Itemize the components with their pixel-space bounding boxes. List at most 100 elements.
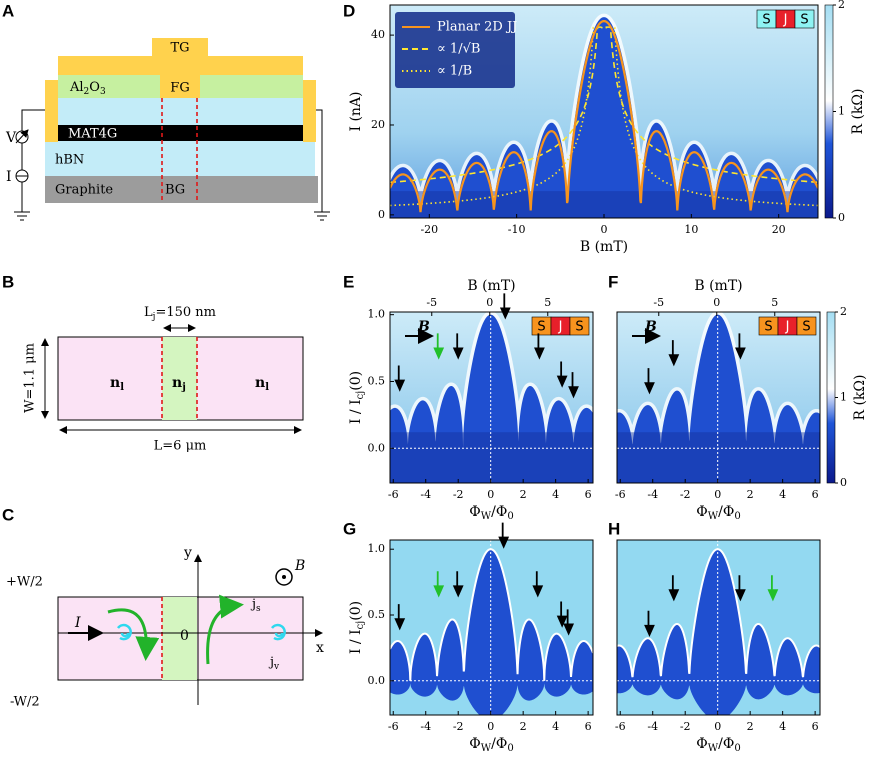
text-part: 0 xyxy=(734,743,740,754)
annotation-arrow xyxy=(433,571,445,598)
colorbar-tick-label: 2 xyxy=(838,0,845,11)
text-part: W xyxy=(481,743,492,754)
x-tick-label: 2 xyxy=(520,720,527,733)
layer-label: hBN xyxy=(55,153,84,168)
junction-length-label: Lj=150 nm xyxy=(144,305,216,322)
simulation-edge xyxy=(390,548,593,681)
text-part: s xyxy=(256,604,261,614)
annotation-arrow xyxy=(394,604,406,631)
x-tick-label: -2 xyxy=(680,720,691,733)
vortex xyxy=(116,623,132,641)
simulation-lobes xyxy=(617,549,820,715)
x-tick-label: 2 xyxy=(747,720,754,733)
x-tick-label: 6 xyxy=(585,720,592,733)
junction-badge-text: S xyxy=(800,13,808,28)
plot-h: -6 -4 -2 0 2 4 6ΦW/Φ0 xyxy=(615,539,821,754)
text-part: I / I xyxy=(348,399,364,424)
annotation-arrow xyxy=(735,575,746,602)
panel-label: A xyxy=(2,1,14,20)
legend-label: ∝ 1/√B xyxy=(437,42,480,57)
panel-label: B xyxy=(2,272,14,291)
current-density-label: js xyxy=(250,597,261,614)
y-axis-label: I / Icj(0) xyxy=(348,601,366,654)
colorbar-label: R (kΩ) xyxy=(852,374,868,420)
x-tick-label: 6 xyxy=(812,720,819,733)
supercurrent-path xyxy=(206,594,244,665)
text-part: l xyxy=(120,382,124,393)
colorbar-tick-label: 0 xyxy=(840,476,847,489)
heatmap-superconducting xyxy=(390,17,818,218)
layer-label: Graphite xyxy=(55,183,113,198)
text-part: j xyxy=(181,382,186,393)
top-tick-label: 5 xyxy=(771,296,778,309)
panel-label: H xyxy=(608,519,620,538)
y-tick-label: 20 xyxy=(371,118,385,131)
annotation-arrow xyxy=(556,361,568,388)
annotation-arrow xyxy=(568,372,579,399)
text-part: cj xyxy=(355,391,366,400)
legend-box xyxy=(395,12,515,88)
y-tick-label: 0 xyxy=(378,208,385,221)
colorbar-tick-label: 2 xyxy=(840,305,847,318)
edge-label: +W/2 xyxy=(6,575,43,590)
hbn-layer xyxy=(45,141,315,176)
edge-label: -W/2 xyxy=(10,695,40,710)
plot-g: -6 -4 -2 0 2 4 60.00.51.0ΦW/Φ0I / Icj(0) xyxy=(348,522,594,754)
origin-label: 0 xyxy=(180,628,189,644)
layer-label: FG xyxy=(170,81,189,96)
top-tick-label: 5 xyxy=(544,296,551,309)
text-part: Φ xyxy=(696,736,707,752)
x-tick-label: 2 xyxy=(520,488,527,501)
junction-badge-text: S xyxy=(802,320,810,335)
junction-badge-text: J xyxy=(785,320,790,335)
field-label: B xyxy=(294,558,305,574)
plot-e: -6 -4 -2 0 2 4 60.00.51.0-5 0 5B (mT)ΦW/Φ0I / Ic… xyxy=(348,278,594,522)
field-symbol-dot xyxy=(282,575,286,579)
text-part: 0 xyxy=(507,743,513,754)
x-tick-label: -2 xyxy=(453,488,464,501)
panel-a: A TG FG Al2O3 MAT4G hBN Graphite BG V I xyxy=(2,1,330,221)
x-tick-label: 6 xyxy=(585,488,592,501)
panel-b: B nl nj nl W=1.1 μm L=6 μm Lj=150 nm xyxy=(2,272,304,454)
vortex xyxy=(270,623,286,641)
wire xyxy=(314,109,330,221)
text-part: 0 xyxy=(734,511,740,522)
x-tick-label: -6 xyxy=(615,488,626,501)
axis-label: x xyxy=(316,640,324,656)
plot-area xyxy=(617,312,820,483)
junction-badge-text: J xyxy=(783,13,788,28)
current-density-label: jv xyxy=(268,655,280,672)
colorbar-label: R (kΩ) xyxy=(850,88,866,134)
contact xyxy=(303,80,316,142)
hbn-top xyxy=(45,98,315,125)
x-axis-label: B (mT) xyxy=(580,239,628,255)
annotation-arrow xyxy=(452,333,464,360)
text-part: Φ xyxy=(469,736,480,752)
x-tick-label: -2 xyxy=(453,720,464,733)
annotation-arrow xyxy=(668,340,680,367)
text-part: l xyxy=(265,382,269,393)
top-tick-label: 0 xyxy=(486,296,493,309)
junction-badge-cell xyxy=(569,316,590,336)
text-part: Φ xyxy=(696,504,707,520)
layer-label: MAT4G xyxy=(68,127,117,142)
x-tick-label: 2 xyxy=(747,488,754,501)
annotation-arrow xyxy=(644,368,655,395)
panel-c: C y x 0 +W/2 -W/2 I js jv B xyxy=(2,505,324,709)
annotation-arrow xyxy=(534,333,545,360)
y-axis-label: I (nA) xyxy=(348,91,364,131)
text-part: j xyxy=(250,597,256,612)
x-tick-label: -20 xyxy=(420,223,438,236)
x-tick-label: 0 xyxy=(714,720,721,733)
top-tick-label: -5 xyxy=(653,296,664,309)
top-axis-label: B (mT) xyxy=(694,278,742,294)
x-tick-label: 6 xyxy=(812,488,819,501)
axis-label: y xyxy=(183,545,192,561)
x-tick-label: -10 xyxy=(508,223,526,236)
annotation-arrow xyxy=(499,293,511,320)
legend-label: Planar 2D JJ xyxy=(437,20,517,35)
layer-label: BG xyxy=(165,183,185,198)
top-gate xyxy=(152,38,208,56)
